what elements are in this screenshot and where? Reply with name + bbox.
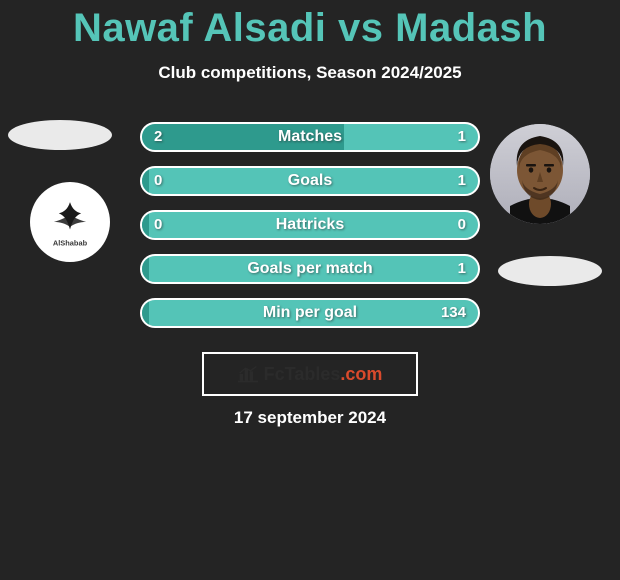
stat-right-value: 1 bbox=[458, 256, 466, 282]
left-player-avatar-placeholder bbox=[8, 120, 112, 150]
bar-chart-icon bbox=[238, 365, 258, 383]
stat-label: Matches bbox=[142, 124, 478, 150]
player-portrait-icon bbox=[490, 124, 590, 224]
right-club-logo-placeholder bbox=[498, 256, 602, 286]
date-text: 17 september 2024 bbox=[0, 408, 620, 428]
stat-right-value: 0 bbox=[458, 212, 466, 238]
club-label-text: AlShabab bbox=[53, 239, 88, 248]
left-club-logo: AlShabab bbox=[30, 182, 110, 262]
alshabab-logo-icon: AlShabab bbox=[39, 191, 101, 253]
right-player-avatar bbox=[490, 124, 590, 224]
stat-right-value: 134 bbox=[441, 300, 466, 326]
brand-prefix: Fc bbox=[264, 364, 285, 384]
brand-suffix: .com bbox=[340, 364, 382, 384]
stat-row-goals: 0 Goals 1 bbox=[140, 166, 480, 196]
stat-row-min-per-goal: Min per goal 134 bbox=[140, 298, 480, 328]
stat-row-hattricks: 0 Hattricks 0 bbox=[140, 210, 480, 240]
stat-label: Hattricks bbox=[142, 212, 478, 238]
comparison-card: Nawaf Alsadi vs Madash Club competitions… bbox=[0, 0, 620, 580]
stat-row-matches: 2 Matches 1 bbox=[140, 122, 480, 152]
brand-text: FcTables.com bbox=[264, 364, 383, 385]
stat-right-value: 1 bbox=[458, 168, 466, 194]
page-subtitle: Club competitions, Season 2024/2025 bbox=[0, 63, 620, 83]
stat-label: Goals bbox=[142, 168, 478, 194]
brand-mid: Tables bbox=[285, 364, 341, 384]
stat-right-value: 1 bbox=[458, 124, 466, 150]
stats-chart: 2 Matches 1 0 Goals 1 0 Hattricks 0 Goal… bbox=[140, 122, 480, 342]
stat-label: Min per goal bbox=[142, 300, 478, 326]
brand-box: FcTables.com bbox=[202, 352, 418, 396]
stat-row-goals-per-match: Goals per match 1 bbox=[140, 254, 480, 284]
stat-label: Goals per match bbox=[142, 256, 478, 282]
page-title: Nawaf Alsadi vs Madash bbox=[0, 0, 620, 51]
